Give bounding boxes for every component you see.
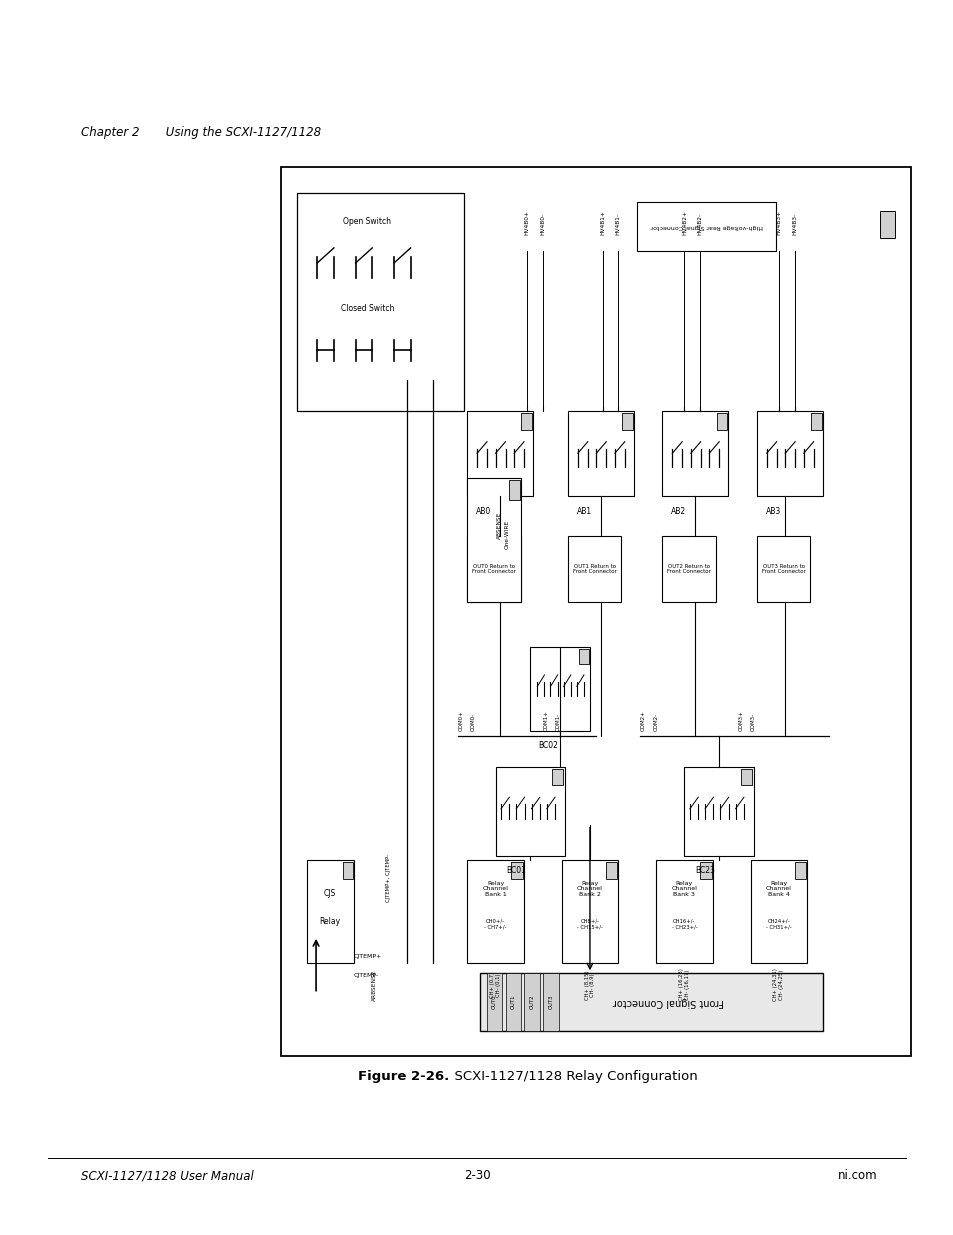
Text: OUT0: OUT0 — [491, 995, 497, 1009]
Text: One-WIRE: One-WIRE — [504, 520, 509, 548]
Bar — [306, 861, 354, 962]
Text: OUT1: OUT1 — [510, 995, 515, 1009]
Text: OUT2 Return to
Front Connector: OUT2 Return to Front Connector — [666, 563, 710, 574]
Text: CH8+/-
- CH15+/-: CH8+/- - CH15+/- — [577, 919, 602, 929]
Bar — [467, 536, 520, 603]
Text: OUT3 Return to
Front Connector: OUT3 Return to Front Connector — [760, 563, 804, 574]
Text: CJTEMP+: CJTEMP+ — [354, 953, 382, 958]
Bar — [661, 536, 715, 603]
Text: Relay
Channel
Bank 1: Relay Channel Bank 1 — [482, 881, 508, 898]
Text: CH+ (24,31)
CH- (24,25): CH+ (24,31) CH- (24,25) — [773, 968, 783, 1002]
Text: COM1-: COM1- — [556, 714, 560, 731]
Bar — [661, 411, 728, 495]
Text: COM0-: COM0- — [471, 714, 476, 731]
Text: AB0: AB0 — [476, 508, 491, 516]
Bar — [740, 768, 752, 784]
Bar — [794, 862, 805, 879]
Bar — [621, 412, 632, 430]
Text: Figure 2-26.: Figure 2-26. — [357, 1071, 449, 1083]
Text: CH+ (0,7)
CH- (0,1): CH+ (0,7) CH- (0,1) — [490, 972, 500, 998]
Bar — [486, 973, 501, 1031]
Text: BC01: BC01 — [506, 866, 526, 874]
Text: OUT0 Return to
Front Connector: OUT0 Return to Front Connector — [472, 563, 516, 574]
Bar — [683, 767, 753, 856]
Bar — [578, 648, 588, 663]
Text: Relay: Relay — [319, 918, 340, 926]
Bar — [530, 647, 589, 731]
Bar — [524, 973, 539, 1031]
Bar — [505, 973, 520, 1031]
Text: HV4B0+: HV4B0+ — [524, 210, 529, 235]
Text: Relay
Channel
Bank 3: Relay Channel Bank 3 — [671, 881, 697, 898]
Bar — [700, 862, 711, 879]
Text: CH+ (8,15)
CH- (8,9): CH+ (8,15) CH- (8,9) — [584, 969, 595, 999]
Text: COM3-: COM3- — [750, 714, 756, 731]
Text: OUT2: OUT2 — [529, 995, 534, 1009]
Text: CJTEMP-: CJTEMP- — [354, 973, 378, 978]
Text: BC23: BC23 — [695, 866, 715, 874]
Bar — [467, 478, 520, 603]
Bar — [567, 411, 634, 495]
Text: CH0+/-
- CH7+/-: CH0+/- - CH7+/- — [484, 919, 506, 929]
Text: BC02: BC02 — [537, 741, 558, 750]
Bar — [508, 480, 519, 500]
Text: OUT3: OUT3 — [548, 995, 553, 1009]
Bar — [467, 411, 533, 495]
Text: SCXI-1127/1128 Relay Configuration: SCXI-1127/1128 Relay Configuration — [446, 1071, 698, 1083]
Text: COM1+: COM1+ — [543, 710, 548, 731]
Bar — [511, 862, 522, 879]
Text: High-voltage Rear Signal Connector: High-voltage Rear Signal Connector — [650, 225, 761, 230]
Text: Relay
Channel
Bank 2: Relay Channel Bank 2 — [577, 881, 602, 898]
Text: HV4B2+: HV4B2+ — [681, 210, 686, 235]
Text: Chapter 2       Using the SCXI-1127/1128: Chapter 2 Using the SCXI-1127/1128 — [81, 126, 321, 138]
Text: COM2+: COM2+ — [640, 710, 645, 731]
Bar — [605, 862, 617, 879]
Text: CH24+/-
- CH31+/-: CH24+/- - CH31+/- — [765, 919, 791, 929]
Bar — [637, 203, 775, 251]
Text: SCXI-1127/1128 User Manual: SCXI-1127/1128 User Manual — [81, 1170, 253, 1182]
Text: ARBSENSE: ARBSENSE — [372, 969, 376, 1000]
Bar — [479, 973, 822, 1031]
Text: COM3+: COM3+ — [738, 710, 742, 731]
Bar — [810, 412, 821, 430]
Bar — [281, 167, 910, 1056]
Text: CH16+/-
- CH23+/-: CH16+/- - CH23+/- — [671, 919, 697, 929]
Bar — [521, 412, 532, 430]
Bar — [756, 411, 822, 495]
Text: 2-30: 2-30 — [463, 1170, 490, 1182]
Text: Relay
Channel
Bank 4: Relay Channel Bank 4 — [765, 881, 791, 898]
Text: Closed Switch: Closed Switch — [340, 304, 394, 314]
Text: HV4B1-: HV4B1- — [615, 214, 620, 235]
Text: HV4B3-: HV4B3- — [791, 214, 797, 235]
Text: ABSENSE: ABSENSE — [497, 511, 501, 538]
Text: AB1: AB1 — [577, 508, 592, 516]
Text: HV4B0-: HV4B0- — [539, 214, 545, 235]
Text: ni.com: ni.com — [837, 1170, 877, 1182]
Text: HV4B3+: HV4B3+ — [776, 210, 781, 235]
Bar — [756, 536, 809, 603]
Text: OUT1 Return to
Front Connector: OUT1 Return to Front Connector — [572, 563, 616, 574]
Bar — [567, 536, 620, 603]
Bar — [561, 861, 618, 962]
Bar — [296, 194, 463, 411]
Text: AB3: AB3 — [765, 508, 781, 516]
Text: HV4B1+: HV4B1+ — [599, 210, 604, 235]
Bar — [552, 768, 563, 784]
Bar — [750, 861, 806, 962]
Text: HV4B2-: HV4B2- — [697, 214, 702, 235]
Bar — [716, 412, 726, 430]
Text: CJTEMP+, CJTEMP-: CJTEMP+, CJTEMP- — [386, 855, 391, 902]
Text: Open Switch: Open Switch — [343, 217, 391, 226]
Bar — [656, 861, 712, 962]
Bar — [495, 767, 564, 856]
Bar — [342, 862, 353, 879]
Text: CJS: CJS — [324, 888, 336, 898]
Text: AB2: AB2 — [671, 508, 686, 516]
Text: COM0+: COM0+ — [457, 710, 463, 731]
Bar — [467, 861, 523, 962]
Bar — [542, 973, 558, 1031]
Text: CH+ (16,23)
CH- (16,17): CH+ (16,23) CH- (16,17) — [679, 968, 689, 1002]
Text: Front Signal Connector: Front Signal Connector — [612, 997, 723, 1007]
Bar — [879, 211, 894, 238]
Text: COM2-: COM2- — [653, 714, 658, 731]
